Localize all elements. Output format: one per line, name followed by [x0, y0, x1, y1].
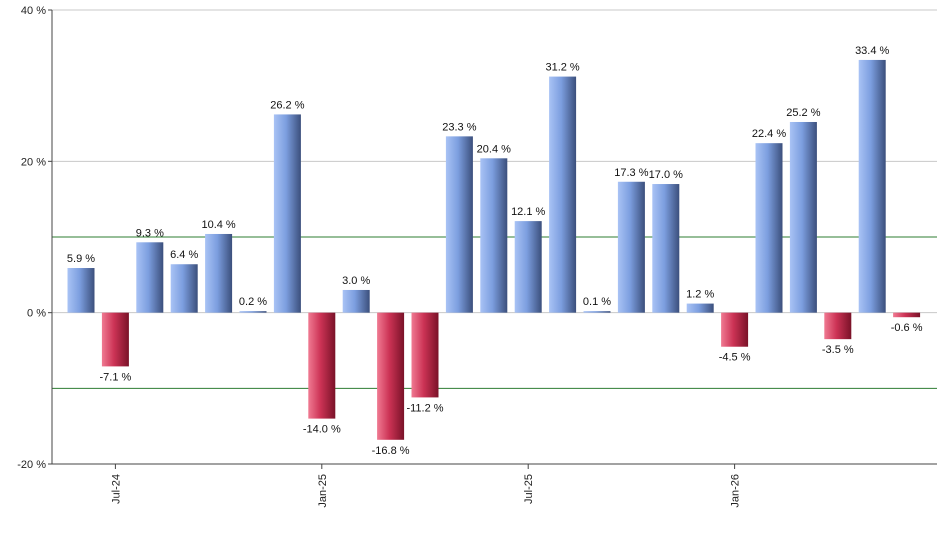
bar [480, 158, 508, 313]
bar [824, 312, 852, 340]
bar-value-label: 33.4 % [855, 45, 889, 57]
bar [721, 312, 749, 347]
y-tick-label: 20 % [21, 156, 46, 168]
bar-value-label: -16.8 % [372, 445, 410, 457]
bar-value-label: 26.2 % [270, 99, 304, 111]
bar-value-label: 3.0 % [342, 275, 370, 287]
y-tick-label: -20 % [17, 459, 46, 471]
bar [239, 311, 267, 313]
bar-value-label: -3.5 % [822, 344, 854, 356]
bar-value-label: 23.3 % [442, 121, 476, 133]
bar-value-label: 31.2 % [545, 62, 579, 74]
x-tick-label: Jan-26 [730, 474, 742, 508]
bar [342, 289, 370, 313]
x-tick-label: Jan-25 [317, 474, 329, 508]
bar [652, 184, 680, 313]
bar-value-label: 12.1 % [511, 206, 545, 218]
bar-value-label: -11.2 % [406, 402, 443, 414]
axes: 40 % 20 % 0 % -20 % Jul-24 Jan-25 Jul-25 Jan-26 [17, 5, 937, 508]
bar-value-label: 10.4 % [201, 219, 235, 231]
bar [377, 312, 405, 440]
bar-value-label: 9.3 % [136, 227, 164, 239]
bar-value-label: 5.9 % [67, 253, 95, 265]
bar-value-label: 6.4 % [170, 249, 198, 261]
bars [67, 59, 921, 440]
bar [755, 143, 783, 313]
bar [308, 312, 336, 419]
bar-value-label: 25.2 % [786, 107, 820, 119]
bar-value-label: -4.5 % [719, 352, 751, 364]
bar [205, 233, 233, 313]
bar-value-label: 0.2 % [239, 296, 267, 308]
bar [686, 303, 714, 313]
bar [411, 312, 439, 398]
bar [445, 136, 473, 313]
y-tick-label: 0 % [27, 308, 46, 320]
bar-value-label: 17.0 % [649, 169, 683, 181]
y-tick-label: 40 % [21, 5, 46, 17]
bar [858, 59, 886, 313]
bar [549, 76, 577, 313]
bar [170, 264, 198, 313]
bar [893, 312, 921, 318]
bar-value-label: 0.1 % [583, 296, 611, 308]
bar-value-label: 1.2 % [686, 289, 714, 301]
bar [583, 311, 611, 313]
bar-value-label: -0.6 % [891, 322, 923, 334]
data-labels: 5.9 % -7.1 % 9.3 % 6.4 % 10.4 % 0.2 % 26.2 % -1… [67, 45, 923, 457]
bar [617, 181, 645, 313]
bar [514, 221, 542, 313]
bar-value-label: 22.4 % [752, 128, 786, 140]
bar-value-label: -14.0 % [303, 424, 341, 436]
bar [789, 121, 817, 313]
bar [101, 312, 129, 367]
bar-value-label: 20.4 % [477, 143, 511, 155]
x-tick-label: Jul-24 [110, 474, 122, 504]
bar-value-label: 17.3 % [614, 167, 648, 179]
bar [273, 114, 301, 313]
bar [136, 242, 164, 313]
bar [67, 268, 95, 313]
bar-value-label: -7.1 % [100, 371, 132, 383]
x-tick-label: Jul-25 [523, 474, 535, 504]
